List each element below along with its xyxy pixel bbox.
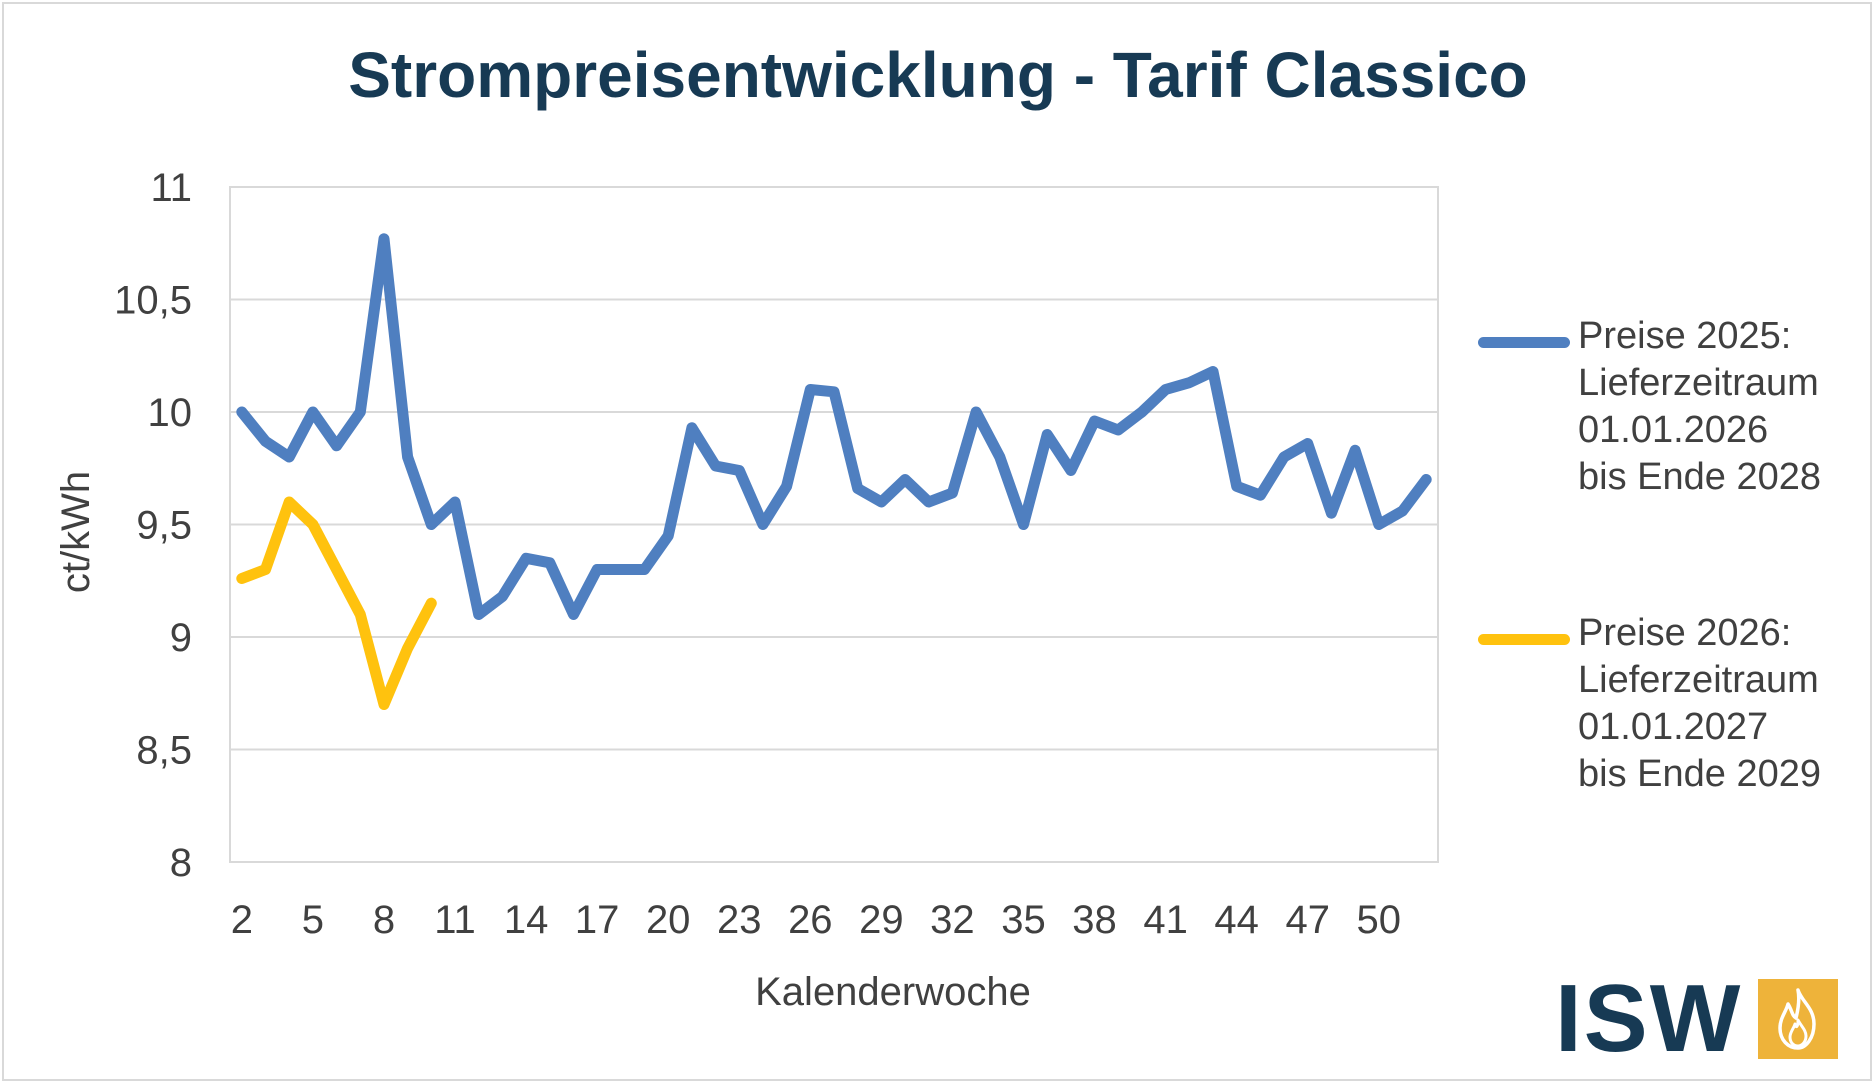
y-tick-label: 9,5 xyxy=(136,504,192,548)
legend-label-2025: Preise 2025: Lieferzeitraum 01.01.2026 b… xyxy=(1578,313,1876,501)
legend-line-text: 01.01.2026 xyxy=(1578,409,1769,451)
x-tick-label: 8 xyxy=(373,898,395,942)
x-tick-label: 20 xyxy=(646,898,691,942)
legend-line-text: Preise 2025: xyxy=(1578,315,1792,357)
plot-area xyxy=(229,186,1439,863)
series-line-2026 xyxy=(236,496,437,710)
x-tick-label: 14 xyxy=(504,898,549,942)
series-line-2025 xyxy=(236,233,1432,620)
x-tick-label: 26 xyxy=(788,898,833,942)
x-tick-label: 50 xyxy=(1357,898,1402,942)
legend-line-text: Lieferzeitraum xyxy=(1578,362,1819,404)
x-tick-label: 32 xyxy=(930,898,975,942)
x-axis-title: Kalenderwoche xyxy=(755,970,1031,1014)
x-axis-ticks: 2 5 8 11 14 17 20 23 26 29 32 35 38 41 44 47 50 xyxy=(231,898,1401,942)
x-tick-label: 29 xyxy=(859,898,904,942)
y-tick-label: 8 xyxy=(170,841,192,885)
legend-line-text: 01.01.2027 xyxy=(1578,706,1769,748)
grid-lines xyxy=(230,186,1438,863)
x-tick-label: 47 xyxy=(1285,898,1330,942)
x-tick-label: 5 xyxy=(302,898,324,942)
legend-label-2026: Preise 2026: Lieferzeitraum 01.01.2027 b… xyxy=(1578,610,1876,798)
legend-item-2026: Preise 2026: Lieferzeitraum 01.01.2027 b… xyxy=(1470,610,1850,810)
x-tick-label: 44 xyxy=(1214,898,1259,942)
legend-line-text: bis Ende 2029 xyxy=(1578,753,1821,795)
x-tick-label: 17 xyxy=(575,898,620,942)
x-tick-label: 35 xyxy=(1001,898,1046,942)
y-tick-label: 8,5 xyxy=(136,729,192,773)
logo-text: ISW xyxy=(1555,965,1743,1072)
x-tick-label: 41 xyxy=(1143,898,1188,942)
legend-line-text: Preise 2026: xyxy=(1578,612,1792,654)
legend-swatch-2025 xyxy=(1478,337,1570,348)
y-tick-label: 9 xyxy=(170,616,192,660)
flame-icon xyxy=(1758,979,1839,1059)
y-tick-label: 10 xyxy=(148,391,193,435)
x-tick-label: 11 xyxy=(434,898,476,942)
x-tick-label: 2 xyxy=(231,898,253,942)
legend-swatch-2026 xyxy=(1478,634,1570,645)
isw-logo: ISW xyxy=(1555,965,1839,1072)
y-axis-title: ct/kWh xyxy=(54,471,98,593)
x-tick-label: 23 xyxy=(717,898,762,942)
x-tick-label: 38 xyxy=(1072,898,1117,942)
chart-title: Strompreisentwicklung - Tarif Classico xyxy=(348,39,1528,111)
legend-item-2025: Preise 2025: Lieferzeitraum 01.01.2026 b… xyxy=(1470,313,1850,513)
y-tick-label: 10,5 xyxy=(114,279,192,323)
legend-line-text: Lieferzeitraum xyxy=(1578,659,1819,701)
y-axis-ticks: 8 8,5 9 9,5 10 10,5 11 xyxy=(114,166,192,885)
series-lines xyxy=(236,233,1432,710)
legend-line-text: bis Ende 2028 xyxy=(1578,456,1821,498)
y-tick-label: 11 xyxy=(150,166,192,210)
